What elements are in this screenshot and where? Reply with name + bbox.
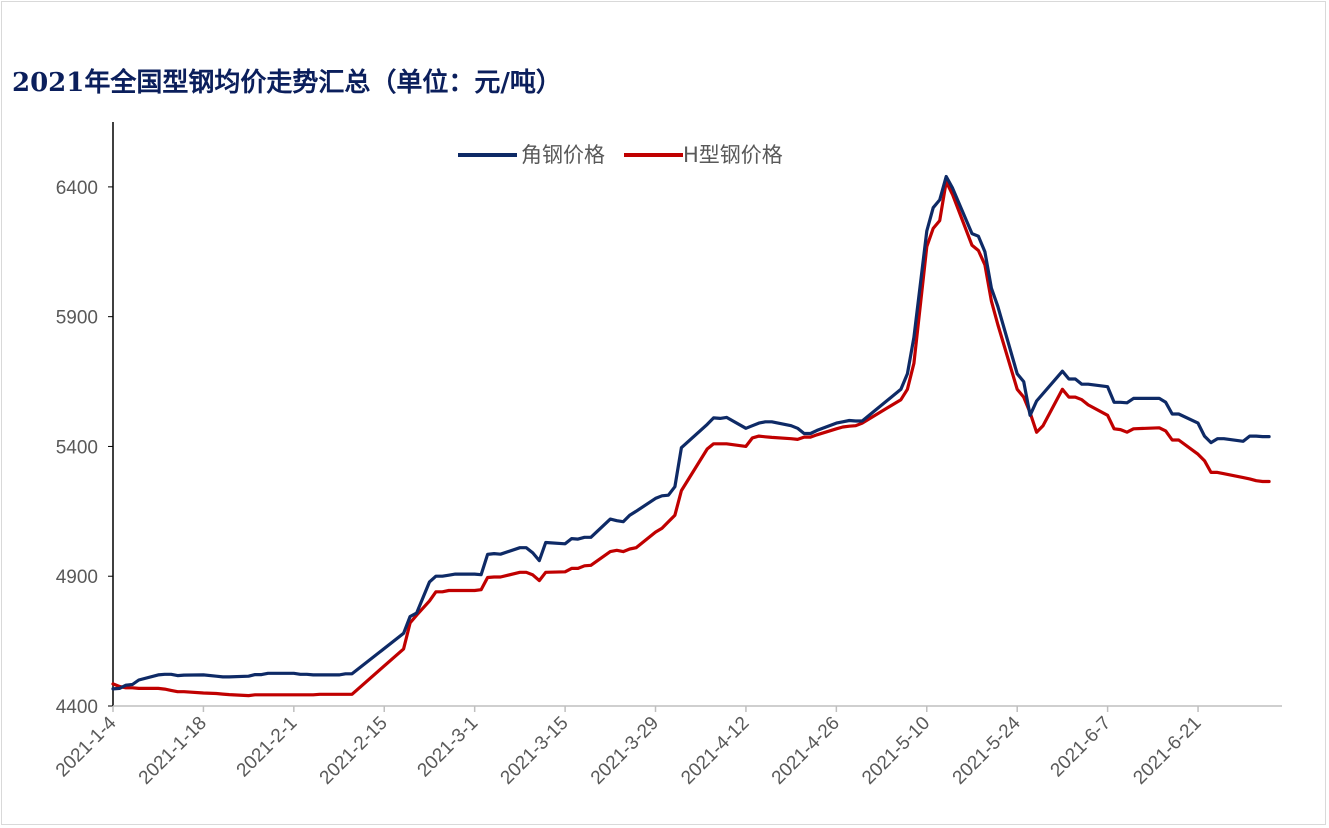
x-tick-label: 2021-4-26 — [768, 713, 844, 789]
legend: 角钢价格 H型钢价格 — [458, 143, 783, 167]
x-tick-label: 2021-3-15 — [497, 713, 573, 789]
y-tick-label: 4400 — [56, 697, 98, 718]
series-line-angle-steel — [111, 174, 1271, 691]
x-tick-label: 2021-6-7 — [1047, 713, 1116, 782]
series-lines — [111, 174, 1271, 698]
y-ticks: 4400 4900 5400 5900 6400 — [56, 178, 113, 718]
y-tick-label: 5400 — [56, 437, 98, 458]
y-tick-label: 6400 — [56, 178, 98, 199]
x-tick-label: 2021-3-29 — [587, 713, 663, 789]
x-tick-label: 2021-2-15 — [316, 713, 392, 789]
x-tick-label: 2021-5-24 — [949, 712, 1025, 788]
y-tick-label: 4900 — [56, 567, 98, 588]
x-tick-label: 2021-1-18 — [135, 713, 211, 789]
x-tick-label: 2021-5-10 — [858, 713, 934, 789]
y-tick-label: 5900 — [56, 308, 98, 329]
x-tick-label: 2021-6-21 — [1129, 713, 1205, 789]
x-tick-label: 2021-3-1 — [414, 713, 483, 782]
series-line-h-beam — [111, 180, 1271, 698]
x-ticks: 2021-1-4 2021-1-18 2021-2-1 2021-2-15 2021-3… — [52, 706, 1206, 789]
legend-label-angle-steel: 角钢价格 — [521, 143, 605, 167]
x-tick-label: 2021-2-1 — [233, 713, 302, 782]
chart-title: 2021年全国型钢均价走势汇总（单位：元/吨） — [12, 68, 562, 98]
axes — [112, 122, 1282, 707]
x-tick-label: 2021-4-12 — [677, 713, 753, 789]
legend-label-h-beam: H型钢价格 — [683, 143, 783, 167]
x-tick-label: 2021-1-4 — [52, 712, 121, 781]
